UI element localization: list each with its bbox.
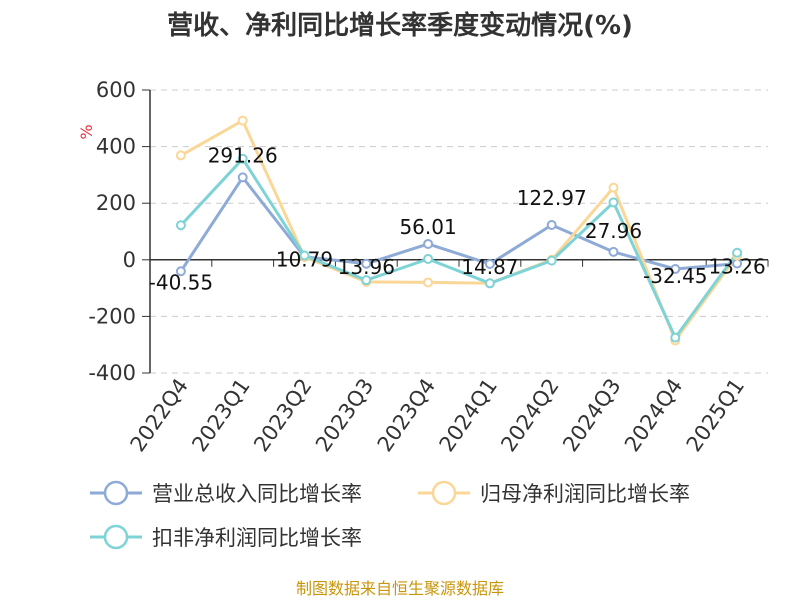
data-point[interactable] — [423, 253, 434, 264]
data-point[interactable] — [175, 266, 186, 277]
x-tick-label: 2024Q4 — [620, 374, 687, 456]
x-tick-label: 2023Q1 — [187, 374, 254, 456]
data-point[interactable] — [670, 332, 681, 343]
data-point[interactable] — [546, 255, 557, 266]
x-tick-label: 2025Q1 — [682, 374, 749, 456]
legend-marker — [431, 480, 457, 506]
series-lines — [179, 119, 739, 342]
y-tick-label: -200 — [88, 304, 136, 328]
data-point[interactable] — [299, 250, 310, 261]
data-label: 13.96 — [338, 255, 395, 279]
legend-item-2[interactable]: 扣非净利润同比增长率 — [90, 524, 362, 550]
legend-label: 营业总收入同比增长率 — [152, 482, 362, 506]
y-tick-label: -400 — [88, 361, 136, 385]
data-point[interactable] — [237, 115, 248, 126]
data-label: 10.79 — [276, 248, 333, 272]
y-tick-label: 0 — [123, 248, 136, 272]
y-axis: 600 400 200 0 -200 -400 — [88, 78, 151, 385]
series-points — [175, 115, 743, 346]
legend-marker — [103, 524, 129, 550]
data-point[interactable] — [484, 278, 495, 289]
data-point[interactable] — [608, 182, 619, 193]
data-label: 27.96 — [585, 219, 642, 243]
y-tick-label: 400 — [96, 135, 136, 159]
x-tick-label: 2024Q2 — [496, 374, 563, 456]
series-line-2 — [179, 157, 739, 340]
x-tick-label: 2023Q2 — [249, 374, 316, 456]
data-label: 122.97 — [517, 186, 587, 210]
data-point[interactable] — [361, 258, 372, 269]
legend-label: 扣非净利润同比增长率 — [152, 526, 362, 550]
gridlines — [150, 89, 768, 374]
series-line-1 — [180, 119, 739, 342]
data-label: 14.87 — [461, 255, 518, 279]
data-point[interactable] — [423, 238, 434, 249]
data-point[interactable] — [732, 247, 743, 258]
legend-item-1[interactable]: 归母净利润同比增长率 — [418, 480, 690, 506]
x-tick-label: 2023Q4 — [373, 374, 440, 456]
data-label: 56.01 — [399, 215, 456, 239]
data-point[interactable] — [670, 263, 681, 274]
data-point[interactable] — [237, 172, 248, 183]
data-point[interactable] — [175, 220, 186, 231]
data-label: -32.45 — [643, 264, 707, 288]
data-point[interactable] — [237, 153, 248, 164]
x-tick-label: 2024Q3 — [558, 374, 625, 456]
x-axis: 2022Q42023Q12023Q22023Q32023Q42024Q12024… — [126, 259, 769, 456]
x-tick-label: 2022Q4 — [126, 374, 193, 456]
data-point[interactable] — [423, 277, 434, 288]
data-label: -40.55 — [149, 270, 213, 294]
data-point[interactable] — [546, 219, 557, 230]
data-label: 13.26 — [708, 255, 765, 279]
y-tick-label: 600 — [96, 78, 136, 102]
x-tick-label: 2024Q1 — [435, 374, 502, 456]
data-point[interactable] — [608, 246, 619, 257]
data-point[interactable] — [608, 197, 619, 208]
y-axis-unit: % — [77, 124, 96, 139]
legend-label: 归母净利润同比增长率 — [480, 482, 690, 506]
data-label: 291.26 — [208, 143, 278, 167]
legend-marker — [103, 480, 129, 506]
y-tick-label: 200 — [96, 191, 136, 215]
data-point[interactable] — [484, 259, 495, 270]
legend-item-0[interactable]: 营业总收入同比增长率 — [90, 480, 362, 506]
data-point[interactable] — [361, 275, 372, 286]
chart-title: 营收、净利同比增长率季度变动情况(%) — [167, 10, 633, 41]
source-note: 制图数据来自恒生聚源数据库 — [296, 579, 504, 598]
x-tick-label: 2023Q3 — [311, 374, 378, 456]
data-point[interactable] — [175, 150, 186, 161]
